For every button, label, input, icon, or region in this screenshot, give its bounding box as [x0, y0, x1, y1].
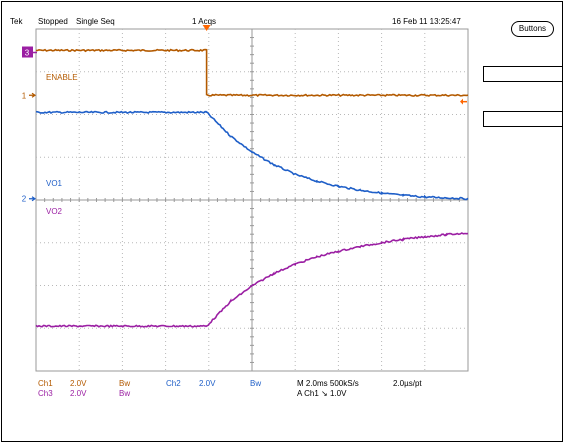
traces [35, 48, 469, 329]
timebase-readout: M 2.0ms 500kS/s [297, 379, 359, 388]
trace-vo1 [35, 110, 469, 201]
trace-enable [35, 48, 469, 97]
ch2-name: Ch2 [166, 379, 181, 388]
ch2-trace-label: VO1 [46, 179, 63, 188]
graticule [35, 28, 469, 372]
ch3-marker-number: 3 [25, 49, 30, 58]
ch1-ground-marker [29, 92, 37, 98]
trace-labels: ENABLE VO1 VO2 [46, 73, 78, 216]
trigger-level-arrow [460, 98, 463, 105]
acquisition-mode: Single Seq [76, 17, 115, 26]
trigger-position-marker [202, 25, 211, 31]
brand-label: Tek [10, 17, 23, 26]
date-time: 16 Feb 11 13:25:47 [392, 17, 461, 26]
ch1-trace-label: ENABLE [46, 73, 78, 82]
trace-vo2 [35, 232, 469, 329]
buttons-menu-button[interactable]: Buttons [511, 21, 554, 37]
run-state: Stopped [38, 17, 68, 26]
ch1-marker-number: 1 [22, 91, 27, 100]
side-menu-button-1[interactable] [483, 66, 563, 82]
ch3-trace-label: VO2 [46, 207, 63, 216]
trigger-readout: A Ch1 ↘ 1.0V [297, 389, 347, 398]
ch2-marker-number: 2 [22, 195, 27, 204]
ch1-bw: Bw [119, 379, 131, 388]
ch2-ground-marker [29, 196, 37, 202]
channel-markers: 1 2 3 [22, 25, 467, 204]
ch2-bw: Bw [250, 379, 262, 388]
ch3-ground-marker [22, 46, 33, 58]
ch3-bw: Bw [119, 389, 131, 398]
ch1-scale: 2.0V [70, 379, 87, 388]
side-menu-button-2[interactable] [483, 111, 563, 127]
ch3-name: Ch3 [38, 389, 53, 398]
ch3-scale: 2.0V [70, 389, 87, 398]
acquisition-count: 1 Acqs [192, 17, 217, 26]
ch2-scale: 2.0V [199, 379, 216, 388]
ch1-name: Ch1 [38, 379, 53, 388]
resolution-readout: 2.0µs/pt [393, 379, 422, 388]
